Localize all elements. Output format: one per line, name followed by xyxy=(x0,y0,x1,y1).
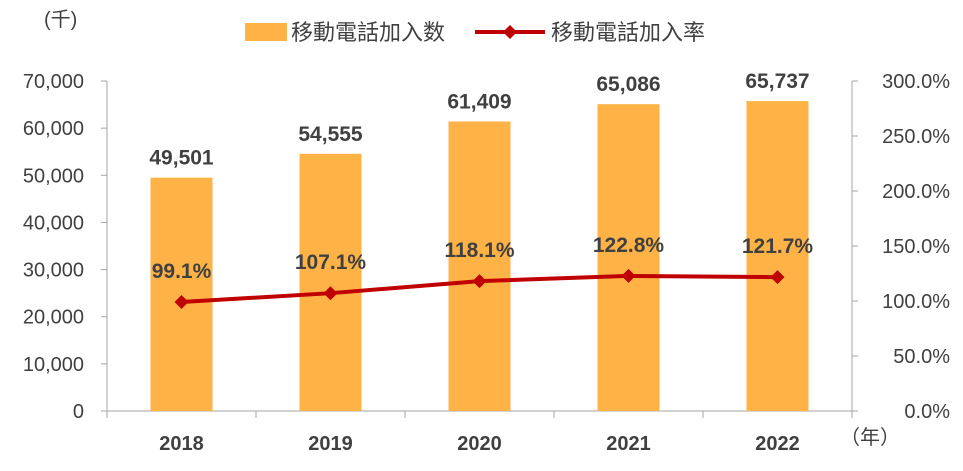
rate-value-label: 107.1% xyxy=(295,251,367,274)
bar-2021 xyxy=(597,104,660,411)
bar-2022 xyxy=(746,101,809,412)
right-axis-tick-label: 50.0% xyxy=(893,346,950,368)
x-axis-tick-label: 2020 xyxy=(457,433,502,455)
x-axis-tick-label: 2018 xyxy=(159,433,204,455)
bar-2020 xyxy=(448,121,511,411)
x-axis-tick-label: 2022 xyxy=(755,433,800,455)
x-axis-tick-label: 2021 xyxy=(606,433,651,455)
right-axis-tick-label: 250.0% xyxy=(882,126,950,148)
rate-value-label: 118.1% xyxy=(444,239,514,262)
x-axis-tick-labels: 2018 2019 2020 2021 2022 xyxy=(159,433,800,455)
rate-marker-2022 xyxy=(770,270,785,285)
left-axis-unit: (千) xyxy=(44,8,77,31)
legend-swatch-marker xyxy=(503,25,517,39)
left-axis-tick-label: 50,000 xyxy=(23,165,84,187)
bar-2018 xyxy=(150,177,213,411)
left-axis-tick-label: 60,000 xyxy=(23,118,84,140)
rate-line xyxy=(174,268,785,309)
left-axis-tick-labels: 0 10,000 20,000 30,000 40,000 50,000 60,000 70,… xyxy=(23,71,84,423)
rate-value-label: 122.8% xyxy=(593,234,665,257)
bar-value-label: 65,086 xyxy=(596,73,660,96)
left-axis-tick-label: 10,000 xyxy=(23,354,84,376)
rate-marker-2020 xyxy=(472,274,487,289)
left-axis-tick-label: 20,000 xyxy=(23,307,84,329)
legend-label-bar: 移動電話加入数 xyxy=(291,20,445,45)
legend-label-line: 移動電話加入率 xyxy=(551,20,705,45)
x-axis-unit: （年） xyxy=(840,426,900,449)
rate-marker-2018 xyxy=(174,294,189,309)
legend: 移動電話加入数 移動電話加入率 xyxy=(245,20,705,45)
bars xyxy=(150,101,809,412)
bar-2019 xyxy=(299,153,362,412)
right-axis-tick-label: 100.0% xyxy=(882,291,950,313)
right-axis-tick-labels: 0.0% 50.0% 100.0% 150.0% 200.0% 250.0% 300.0% xyxy=(882,71,950,423)
bar-value-labels: 49,501 54,555 61,409 65,086 65,737 xyxy=(149,70,809,170)
rate-marker-2019 xyxy=(323,286,338,301)
left-axis-tick-label: 40,000 xyxy=(23,212,84,234)
rate-value-label: 121.7% xyxy=(742,235,814,258)
right-axis-tick-label: 200.0% xyxy=(882,181,950,203)
bar-value-label: 54,555 xyxy=(298,123,363,146)
x-axis-tick-label: 2019 xyxy=(308,433,353,455)
bar-value-label: 49,501 xyxy=(149,147,214,170)
bar-value-label: 65,737 xyxy=(745,70,809,93)
right-axis-tick-label: 150.0% xyxy=(882,236,950,258)
rate-value-labels: 99.1% 107.1% 118.1% 122.8% 121.7% xyxy=(152,234,814,283)
right-axis-tick-label: 300.0% xyxy=(882,71,950,93)
left-axis-tick-label: 70,000 xyxy=(23,71,84,93)
rate-value-label: 99.1% xyxy=(152,260,212,283)
left-axis-tick-label: 0 xyxy=(73,401,84,423)
left-axis-tick-label: 30,000 xyxy=(23,260,84,282)
legend-swatch-bar xyxy=(245,23,287,41)
right-axis-tick-label: 0.0% xyxy=(904,401,950,423)
bar-value-label: 61,409 xyxy=(447,91,511,114)
rate-marker-2021 xyxy=(621,268,636,283)
